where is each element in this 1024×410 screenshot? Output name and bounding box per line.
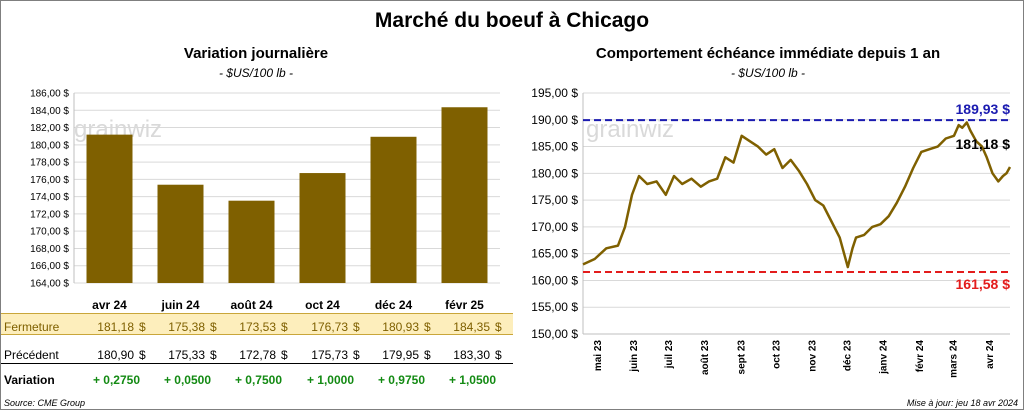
y-tick-label: 168,00 $ (30, 244, 69, 255)
x-tick-label: août 24 (230, 298, 272, 312)
table-cell: 172,78 (239, 348, 276, 362)
table-cell: 175,33 (168, 348, 205, 362)
bar (86, 134, 133, 283)
x-tick-label: janv 24 (879, 340, 890, 375)
table-cell: 176,73 (311, 320, 348, 334)
row-label: Fermeture (4, 320, 60, 334)
bar (370, 136, 417, 283)
currency-symbol: $ (424, 320, 431, 334)
y-tick-label: 150,00 $ (531, 327, 578, 341)
row-label: Précédent (4, 348, 59, 362)
bar (228, 200, 275, 283)
y-tick-label: 172,00 $ (30, 209, 69, 220)
table-row: Précédent $180,90 $175,33 $172,78 $175,73 $17… (1, 342, 513, 364)
x-tick-label: juin 23 (629, 340, 640, 373)
table-cell: 175,38 (168, 320, 205, 334)
x-tick-label: mars 24 (949, 340, 960, 378)
y-tick-label: 180,00 $ (531, 166, 578, 180)
table-cell: + 1,0000 (306, 373, 354, 387)
currency-symbol: $ (424, 348, 431, 362)
x-tick-label: juil 23 (664, 340, 675, 370)
x-tick-label: févr 24 (915, 340, 926, 373)
y-tick-label: 186,00 $ (30, 89, 69, 100)
table-cell: 173,53 (239, 320, 276, 334)
table-cell: 175,73 (311, 348, 348, 362)
y-tick-label: 178,00 $ (30, 158, 69, 169)
y-tick-label: 170,00 $ (30, 227, 69, 238)
y-tick-label: 160,00 $ (531, 273, 578, 287)
currency-symbol: $ (495, 320, 502, 334)
x-tick-label: oct 24 (305, 298, 340, 312)
y-tick-label: 182,00 $ (30, 123, 69, 134)
price-line (582, 121, 1012, 269)
x-tick-label: sept 23 (736, 340, 747, 375)
x-tick-label: nov 23 (807, 340, 818, 372)
x-tick-label: oct 23 (771, 340, 782, 369)
page-title: Marché du boeuf à Chicago (374, 9, 650, 32)
y-tick-label: 164,00 $ (30, 279, 69, 290)
left-chart-title: Variation journalière (183, 45, 329, 62)
table-cell: 180,90 (97, 348, 134, 362)
table-cell: 180,93 (382, 320, 419, 334)
bar (299, 173, 346, 283)
bar (441, 107, 488, 283)
last-label: 181,18 $ (956, 136, 1011, 152)
table-cell: + 0,0500 (163, 373, 211, 387)
table-cell: + 0,9750 (377, 373, 425, 387)
low-label: 161,58 $ (956, 276, 1011, 292)
x-tick-label: juin 24 (160, 298, 199, 312)
right-chart-title: Comportement échéance immédiate depuis 1… (595, 45, 941, 62)
currency-symbol: $ (210, 348, 217, 362)
currency-symbol: $ (353, 320, 360, 334)
y-tick-label: 170,00 $ (531, 220, 578, 234)
source-note: Source: CME Group (4, 398, 86, 408)
table-cell: 179,95 (382, 348, 419, 362)
high-label: 189,93 $ (956, 101, 1011, 117)
x-tick-label: avr 24 (92, 298, 127, 312)
x-tick-label: déc 23 (842, 340, 853, 372)
y-tick-label: 185,00 $ (531, 140, 578, 154)
update-note: Mise à jour: jeu 18 avr 2024 (906, 398, 1018, 408)
y-tick-label: 176,00 $ (30, 175, 69, 186)
table-cell: + 0,7500 (234, 373, 282, 387)
left-chart-unit: - $US/100 lb - (218, 66, 294, 80)
y-tick-label: 155,00 $ (531, 300, 578, 314)
table-cell: + 0,2750 (92, 373, 140, 387)
currency-symbol: $ (281, 320, 288, 334)
currency-symbol: $ (353, 348, 360, 362)
currency-symbol: $ (210, 320, 217, 334)
x-tick-label: août 23 (700, 340, 711, 375)
y-tick-label: 180,00 $ (30, 140, 69, 151)
table-cell: 184,35 (453, 320, 490, 334)
table-row: Fermeture $181,18 $175,38 $173,53 $176,73 $18… (1, 313, 513, 335)
currency-symbol: $ (281, 348, 288, 362)
y-tick-label: 165,00 $ (531, 247, 578, 261)
x-tick-label: déc 24 (375, 298, 413, 312)
table-cell: + 1,0500 (448, 373, 496, 387)
x-tick-label: févr 25 (445, 298, 484, 312)
x-tick-label: mai 23 (593, 340, 604, 372)
table-cell: 183,30 (453, 348, 490, 362)
bar (157, 184, 204, 283)
y-tick-label: 175,00 $ (531, 193, 578, 207)
x-tick-label: avr 24 (985, 340, 996, 369)
y-tick-label: 174,00 $ (30, 192, 69, 203)
table-cell: 181,18 (97, 320, 134, 334)
y-tick-label: 195,00 $ (531, 86, 578, 100)
row-label: Variation (4, 373, 55, 387)
y-tick-label: 190,00 $ (531, 113, 578, 127)
currency-symbol: $ (495, 348, 502, 362)
right-chart-unit: - $US/100 lb - (730, 66, 806, 80)
currency-symbol: $ (139, 320, 146, 334)
currency-symbol: $ (139, 348, 146, 362)
y-tick-label: 166,00 $ (30, 261, 69, 272)
y-tick-label: 184,00 $ (30, 106, 69, 117)
table-row: Variation + 0,2750 + 0,0500 + 0,7500 + 1,000… (1, 367, 513, 389)
